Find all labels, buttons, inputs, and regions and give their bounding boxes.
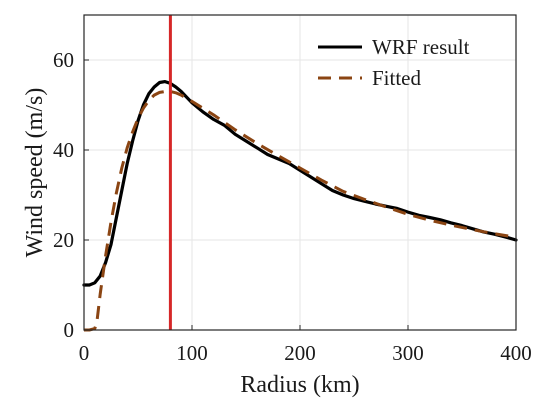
legend-label: WRF result [372,35,470,59]
series-layer [82,80,518,332]
y-tick-label: 0 [64,318,75,342]
x-axis-title: Radius (km) [240,372,359,398]
x-tick-label: 300 [392,341,424,365]
tick-layer: 0 100 200 300 400 0 20 40 60 [53,48,532,365]
y-tick-label: 20 [53,228,74,252]
x-tick-label: 400 [500,341,532,365]
x-tick-label: 200 [284,341,316,365]
legend: WRF result Fitted [318,35,470,90]
legend-label: Fitted [372,66,422,90]
series-line-wrf-result [82,80,518,287]
y-tick-label: 60 [53,48,74,72]
y-axis-title: Wind speed (m/s) [22,88,48,258]
x-tick-label: 100 [176,341,208,365]
x-tick-label: 0 [79,341,90,365]
y-tick-label: 40 [53,138,74,162]
series-line-fitted [84,90,517,332]
